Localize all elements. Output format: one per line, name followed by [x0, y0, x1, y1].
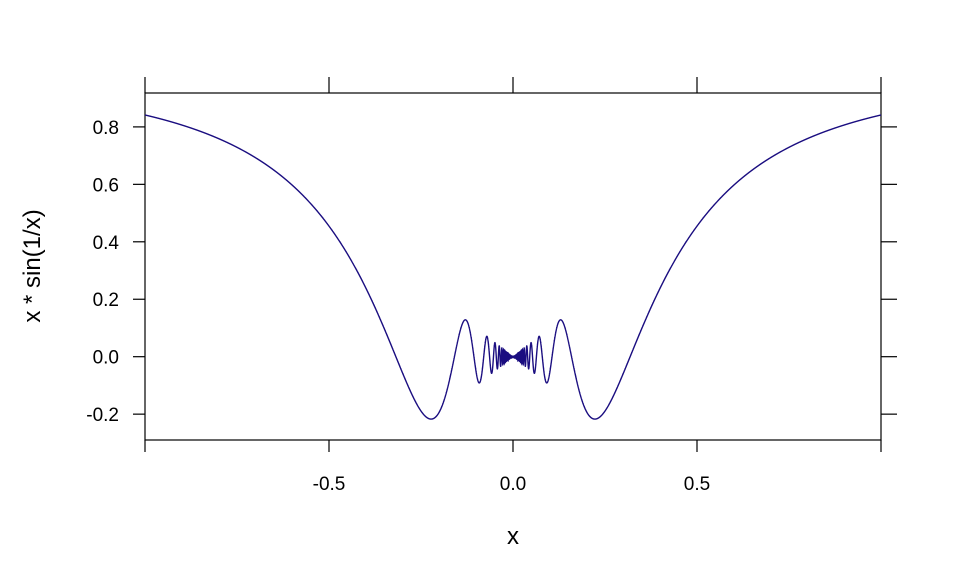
x-axis-label: x: [507, 523, 519, 550]
y-tick-label: 0.4: [93, 233, 120, 254]
x-tick-label: 0.0: [500, 474, 526, 495]
y-tick-label: 0.6: [93, 175, 119, 196]
series-line: [144, 114, 882, 420]
y-tick-label: 0.8: [93, 118, 119, 139]
y-tick-label: 0.2: [93, 290, 119, 311]
x-tick-label: 0.5: [684, 474, 710, 495]
y-tick-label: 0.0: [93, 348, 119, 369]
y-tick-label: -0.2: [86, 405, 119, 426]
plot-panel: [144, 92, 882, 441]
y-axis-label: x * sin(1/x): [19, 209, 46, 322]
x-tick-label: -0.5: [313, 474, 346, 495]
